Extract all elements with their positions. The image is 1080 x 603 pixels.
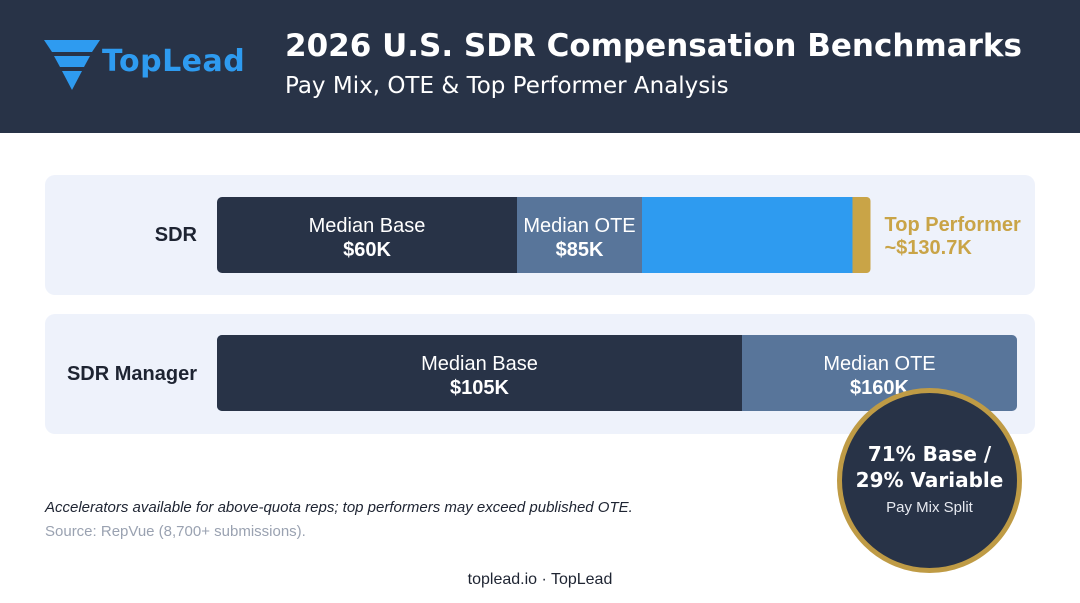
logo-text: TopLead — [102, 44, 246, 79]
logo: TopLead — [44, 38, 254, 92]
source-note: Source: RepVue (8,700+ submissions). — [45, 523, 306, 540]
header-banner: TopLead 2026 U.S. SDR Compensation Bench… — [0, 0, 1080, 133]
pay-mix-badge-text: 71% Base / 29% Variable — [842, 441, 1017, 493]
pay-mix-badge-line2: 29% Variable — [855, 468, 1004, 492]
page-subtitle: Pay Mix, OTE & Top Performer Analysis — [285, 73, 729, 99]
pay-mix-badge-caption: Pay Mix Split — [886, 499, 973, 516]
pay-mix-badge-line1: 71% Base / — [867, 442, 992, 466]
footer-credit: toplead.io · TopLead — [467, 571, 613, 588]
pay-mix-badge: 71% Base / 29% Variable Pay Mix Split — [837, 388, 1022, 573]
row-label-sdr: SDR — [154, 224, 197, 246]
sdr-row-card: SDR — [45, 175, 1035, 295]
row-label-sdr-manager: SDR Manager — [66, 363, 197, 385]
footnote: Accelerators available for above-quota r… — [45, 499, 633, 516]
funnel-logo-icon — [44, 40, 100, 90]
page-title: 2026 U.S. SDR Compensation Benchmarks — [285, 28, 1022, 64]
